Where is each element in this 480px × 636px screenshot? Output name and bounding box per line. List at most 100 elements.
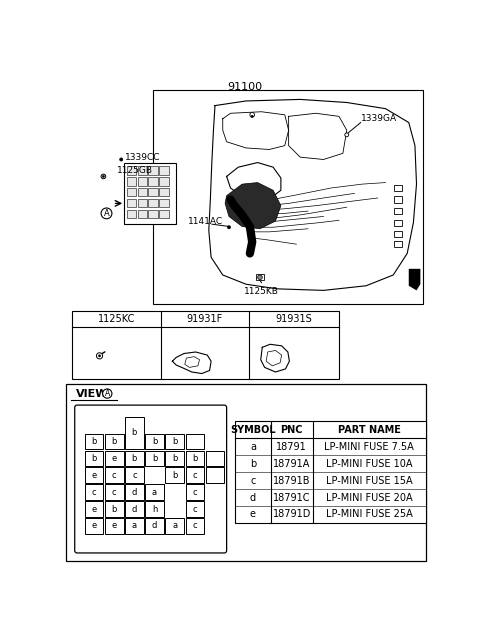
Bar (72, 311, 339, 379)
Text: c: c (92, 488, 96, 497)
Text: PART NAME: PART NAME (338, 425, 401, 435)
Text: d: d (152, 522, 157, 530)
Text: b: b (91, 453, 97, 463)
Text: d: d (132, 504, 137, 513)
Bar (85, 485, 103, 500)
Bar (85, 467, 103, 483)
Text: 18791B: 18791B (273, 476, 311, 485)
Circle shape (228, 226, 230, 229)
Text: LP-MINI FUSE 7.5A: LP-MINI FUSE 7.5A (324, 441, 414, 452)
Text: b: b (132, 428, 137, 438)
Bar (394, 231, 402, 237)
Bar (127, 209, 136, 218)
Text: c: c (112, 488, 117, 497)
Text: VIEW: VIEW (75, 389, 108, 399)
Bar (85, 450, 103, 466)
Bar (186, 485, 204, 500)
Bar (159, 177, 168, 186)
Polygon shape (266, 350, 282, 366)
Bar (394, 208, 402, 214)
Text: c: c (112, 471, 117, 480)
Bar (125, 450, 144, 466)
Bar (85, 434, 103, 449)
Text: PNC: PNC (280, 425, 303, 435)
Circle shape (103, 389, 112, 398)
Text: c: c (192, 504, 197, 513)
Circle shape (96, 353, 103, 359)
Text: e: e (92, 471, 97, 480)
Bar (125, 417, 144, 449)
Bar (148, 167, 157, 175)
Text: 1141AC: 1141AC (188, 217, 223, 226)
Bar (145, 485, 164, 500)
Bar (256, 274, 264, 280)
Text: 18791A: 18791A (273, 459, 311, 469)
Bar (137, 209, 147, 218)
Text: 1125KB: 1125KB (244, 287, 279, 296)
Circle shape (102, 176, 105, 177)
Text: A: A (105, 389, 110, 398)
Text: LP-MINI FUSE 10A: LP-MINI FUSE 10A (326, 459, 412, 469)
Text: 91100: 91100 (227, 83, 262, 92)
Bar (186, 518, 204, 534)
Bar (394, 197, 402, 203)
Text: A: A (104, 209, 109, 218)
Bar (394, 219, 402, 226)
Text: a: a (172, 522, 177, 530)
Text: e: e (112, 453, 117, 463)
Text: c: c (192, 522, 197, 530)
Bar (105, 434, 123, 449)
Bar (123, 163, 176, 224)
Bar (127, 198, 136, 207)
Text: b: b (132, 453, 137, 463)
Text: b: b (111, 437, 117, 446)
Bar (186, 501, 204, 517)
Bar (127, 188, 136, 197)
Circle shape (98, 355, 101, 357)
Bar (159, 209, 168, 218)
Polygon shape (185, 357, 200, 368)
Bar (166, 518, 184, 534)
Text: 91931S: 91931S (275, 314, 312, 324)
Bar (186, 450, 204, 466)
Bar (145, 501, 164, 517)
Circle shape (258, 275, 262, 280)
Text: b: b (91, 437, 97, 446)
Text: d: d (250, 492, 256, 502)
Circle shape (120, 158, 123, 161)
Bar (206, 450, 224, 466)
Bar (105, 518, 123, 534)
Text: c: c (132, 471, 137, 480)
Text: c: c (250, 476, 256, 485)
Bar (166, 467, 184, 483)
Bar (145, 518, 164, 534)
Bar (148, 198, 157, 207)
Polygon shape (225, 183, 281, 229)
Bar (186, 467, 204, 483)
Text: 91931F: 91931F (187, 314, 223, 324)
Text: b: b (250, 459, 256, 469)
Bar (235, 421, 426, 523)
Circle shape (101, 208, 112, 219)
Text: e: e (250, 509, 256, 520)
Bar (153, 90, 423, 304)
Bar (105, 467, 123, 483)
Bar (137, 188, 147, 197)
Text: b: b (111, 504, 117, 513)
Bar (394, 241, 402, 247)
Text: b: b (152, 437, 157, 446)
Bar (85, 518, 103, 534)
Text: b: b (192, 453, 198, 463)
Text: a: a (152, 488, 157, 497)
Text: SYMBOL: SYMBOL (230, 425, 276, 435)
Text: a: a (132, 522, 137, 530)
Bar (125, 518, 144, 534)
Bar (186, 434, 204, 449)
Circle shape (101, 174, 106, 179)
Bar (137, 198, 147, 207)
Circle shape (251, 115, 253, 118)
Text: 1339CC: 1339CC (125, 153, 161, 162)
Bar (137, 177, 147, 186)
Polygon shape (409, 269, 420, 291)
Bar (394, 185, 402, 191)
